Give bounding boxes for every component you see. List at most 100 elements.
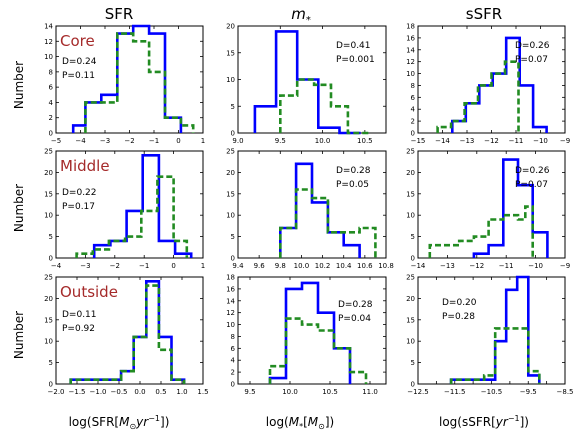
x-tick-label: 10.6 xyxy=(357,262,373,270)
y-tick-label: 15 xyxy=(406,190,415,198)
stat-p: P=0.11 xyxy=(62,71,95,81)
y-tick-label: 2 xyxy=(49,114,53,122)
histogram-solid-series xyxy=(279,162,361,258)
stat-p: P=0.001 xyxy=(336,55,375,65)
column-title-mass: m* xyxy=(291,5,311,26)
x-tick-label: 10.5 xyxy=(357,137,373,145)
x-tick-label: −14 xyxy=(435,137,450,145)
axes-frame xyxy=(417,276,566,385)
y-tick-label: 5 xyxy=(49,233,53,241)
x-tick-label: −10 xyxy=(533,137,548,145)
x-tick-label: −3 xyxy=(100,137,110,145)
stat-p: P=0.28 xyxy=(442,312,475,322)
x-tick-label: −12 xyxy=(469,262,484,270)
x-tick-label: −13 xyxy=(440,262,455,270)
x-tick-label: −2.0 xyxy=(48,388,65,396)
x-tick-label: 0 xyxy=(171,262,175,270)
panel-outside-ssfr: −12.5 −11.5 −10.5 −9.5 −8.5 0 5 10 15 20 25 D=0.20 P… xyxy=(406,274,573,397)
y-tick-label: 0 xyxy=(411,255,415,263)
y-tick-label: 10 xyxy=(406,338,415,346)
y-tick-label: 0 xyxy=(231,381,235,389)
y-tick-label: 15 xyxy=(226,49,235,57)
y-tick-label: 8 xyxy=(49,68,53,76)
x-tick-label: 9.5 xyxy=(275,137,286,145)
x-tick-label: 10.0 xyxy=(315,137,331,145)
stat-p: P=0.07 xyxy=(515,55,548,65)
y-tick-label: 0 xyxy=(49,381,53,389)
x-tick-label: −11 xyxy=(499,262,514,270)
y-tick-label: 18 xyxy=(406,23,415,31)
x-tick-label: −9.5 xyxy=(520,388,537,396)
y-tick-label: 10 xyxy=(406,70,415,78)
y-tick-label: 12 xyxy=(226,309,235,317)
column-title-sfr: SFR xyxy=(105,5,134,23)
x-tick-label: −8.5 xyxy=(557,388,574,396)
histogram-solid-series xyxy=(92,154,193,258)
y-tick-label: 6 xyxy=(411,94,416,102)
row-ylabels: Number Number Number xyxy=(12,61,26,359)
x-tick-label: −15 xyxy=(411,137,426,145)
x-tick-label: −14 xyxy=(411,262,426,270)
stat-d: D=0.24 xyxy=(62,57,97,67)
axes-frame xyxy=(55,276,204,385)
stat-p: P=0.04 xyxy=(338,314,371,324)
stat-d: D=0.28 xyxy=(338,300,373,310)
x-tick-label: 10.2 xyxy=(315,262,331,270)
y-tick-label: 4 xyxy=(411,106,416,114)
x-tick-label: 9.8 xyxy=(275,262,286,270)
x-tick-label: −9 xyxy=(560,262,570,270)
panel-core-m: 9.0 9.5 10.0 10.5 0 5 10 15 20 D=0.41 P=0.001 xyxy=(226,23,387,145)
x-tick-label: −4 xyxy=(51,262,62,270)
stat-d: D=0.26 xyxy=(515,41,550,51)
y-tick-label: 15 xyxy=(406,316,415,324)
x-tick-label: −2 xyxy=(110,262,120,270)
y-tick-label: 0 xyxy=(49,130,53,138)
stat-d: D=0.20 xyxy=(442,298,477,308)
x-tick-label: 11.0 xyxy=(362,388,378,396)
histogram-solid-series xyxy=(268,281,352,384)
stat-p: P=0.07 xyxy=(515,180,548,190)
x-tick-label: 10.0 xyxy=(294,262,310,270)
x-tick-label: 1 xyxy=(201,262,205,270)
x-tick-label: −11.5 xyxy=(444,388,465,396)
histogram-solid-series xyxy=(253,30,361,135)
y-tick-label: 10 xyxy=(226,212,235,220)
y-tick-label: 10 xyxy=(406,212,415,220)
y-tick-label: 4 xyxy=(231,357,236,365)
histogram-dashed-series xyxy=(69,284,186,384)
histogram-dashed-series xyxy=(75,175,189,258)
y-tick-label: 8 xyxy=(231,333,235,341)
y-tick-label: 18 xyxy=(226,274,235,282)
stat-p: P=0.17 xyxy=(62,202,95,212)
x-tick-label: −4 xyxy=(75,137,86,145)
y-tick-label: 25 xyxy=(44,274,53,282)
y-tick-label: 16 xyxy=(226,285,235,293)
y-tick-label: 20 xyxy=(226,169,235,177)
y-tick-label: 0 xyxy=(411,130,415,138)
x-tick-label: 10.5 xyxy=(322,388,338,396)
y-tick-label: 5 xyxy=(411,359,415,367)
x-tick-label: 10.8 xyxy=(378,262,394,270)
y-tick-label: 10 xyxy=(44,53,53,61)
panel-middle-m: 9.4 9.6 9.8 10.0 10.2 10.4 10.6 10.8 0 5 10 15 20 25 D… xyxy=(226,148,394,271)
y-tick-label: 25 xyxy=(406,274,415,282)
stat-p: P=0.05 xyxy=(336,180,369,190)
stat-p: P=0.92 xyxy=(62,324,95,334)
stat-d: D=0.41 xyxy=(336,41,371,51)
x-tick-label: 0.5 xyxy=(155,388,166,396)
y-tick-label: 5 xyxy=(411,233,415,241)
xlabel-sfr: log(SFR[M⊙yr−1]) xyxy=(69,414,170,431)
axes-frame xyxy=(237,276,387,385)
x-tick-label: 0 xyxy=(176,137,180,145)
region-label: Outside xyxy=(60,283,118,301)
x-tick-label: −1 xyxy=(149,137,159,145)
y-tick-label: 2 xyxy=(411,118,415,126)
region-label: Core xyxy=(60,32,95,50)
y-tick-label: 12 xyxy=(44,38,53,46)
y-tick-label: 25 xyxy=(406,148,415,156)
histogram-dashed-series xyxy=(279,78,370,135)
column-title-ssfr: sSFR xyxy=(466,5,502,23)
y-tick-label: 10 xyxy=(44,338,53,346)
